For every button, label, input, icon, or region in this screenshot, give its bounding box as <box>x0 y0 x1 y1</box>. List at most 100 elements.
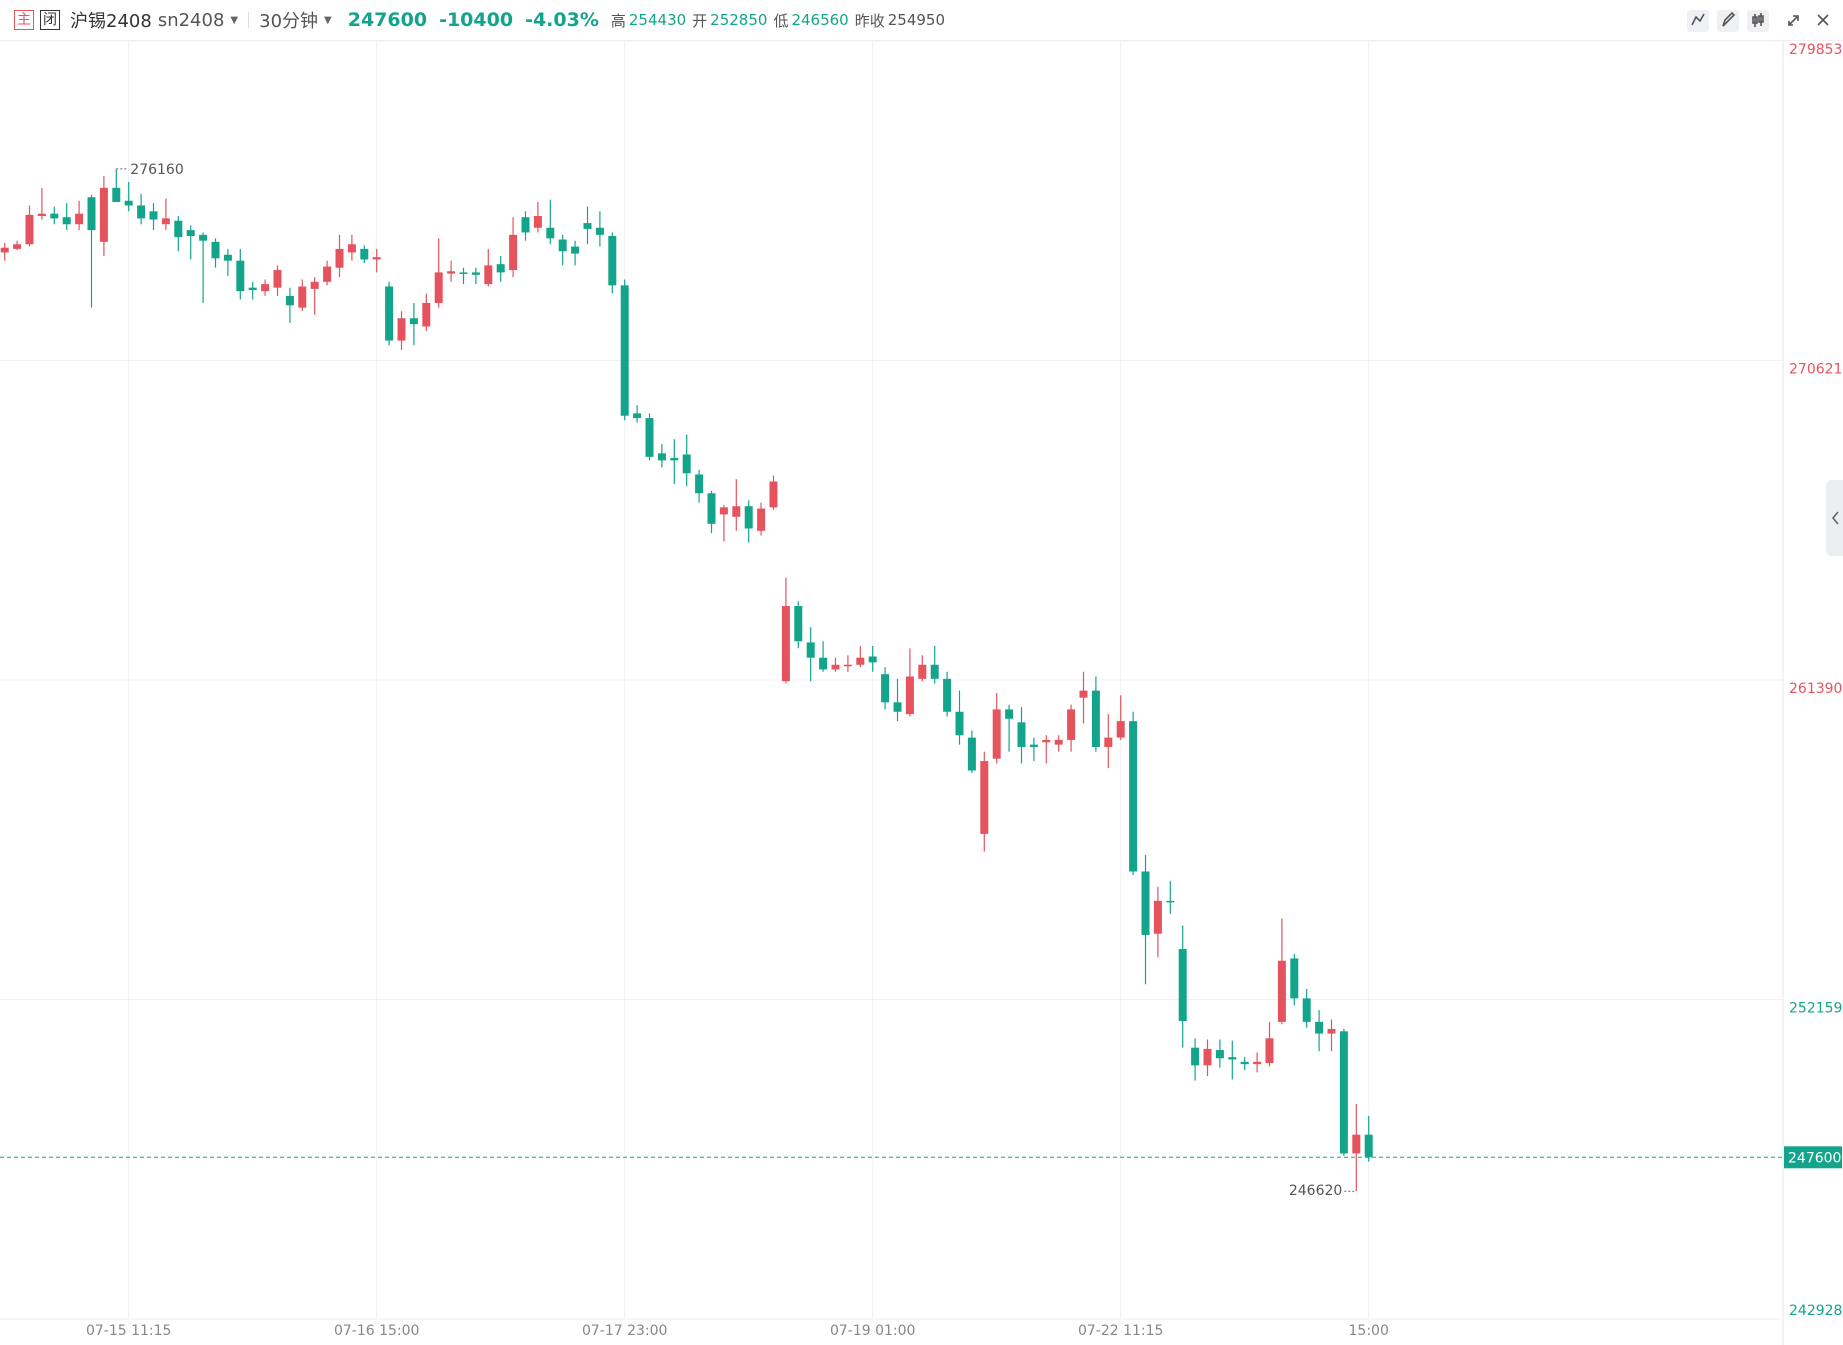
candle-body <box>13 244 22 249</box>
candle-body <box>732 506 741 517</box>
candle-body <box>943 678 952 712</box>
candle-body <box>471 272 480 275</box>
candle-body <box>695 474 704 494</box>
candle-body <box>223 254 232 261</box>
candle-body <box>236 260 245 292</box>
candle-body <box>372 257 381 260</box>
dropdown-caret[interactable]: ▼ <box>230 14 239 26</box>
x-tick-label: 07-19 01:00 <box>830 1323 915 1339</box>
candle-body <box>1352 1134 1361 1154</box>
high-label: 高 <box>610 11 626 30</box>
toolbar-icon <box>1752 13 1764 27</box>
candle-body <box>509 234 518 271</box>
collapse-tab[interactable] <box>1826 480 1843 556</box>
main-badge[interactable]: 主 <box>14 10 34 30</box>
change-pct: -4.03% <box>525 9 599 31</box>
candle-body <box>211 241 220 259</box>
candle-body <box>186 230 195 236</box>
candle-body <box>161 218 170 225</box>
candle-body <box>1302 998 1311 1022</box>
candle-body <box>0 247 9 253</box>
candle-body <box>248 287 257 291</box>
candle-body <box>385 286 394 341</box>
candle-body <box>595 227 604 235</box>
toolbar-button[interactable] <box>1717 10 1739 32</box>
candle-body <box>124 200 133 206</box>
candle-body <box>645 418 654 457</box>
candle-body <box>794 606 803 642</box>
y-tick-label: 270621 <box>1789 362 1842 378</box>
last-price: 247600 <box>347 9 428 31</box>
candle-body <box>459 272 468 274</box>
candle-body <box>719 507 728 515</box>
prev-close-label: 昨收 <box>854 11 885 30</box>
header: 主 闭 沪锡2408 sn2408 ▼ 30分钟 ▼ 247600 -10400… <box>0 0 1843 41</box>
toolbar-button[interactable] <box>1747 10 1769 32</box>
candle-body <box>25 214 34 245</box>
candle-body <box>62 217 71 225</box>
dropdown-caret[interactable]: ▼ <box>324 14 332 26</box>
candle-body <box>682 454 691 474</box>
candle-body <box>670 458 679 461</box>
candle-body <box>707 493 716 524</box>
y-tick-label: 242928 <box>1789 1303 1842 1319</box>
symbol-code[interactable]: sn2408 <box>157 9 225 31</box>
candle-body <box>310 281 319 289</box>
candle-body <box>1129 721 1138 872</box>
candle-body <box>757 508 766 531</box>
period[interactable]: 30分钟 <box>259 11 319 32</box>
candle-body <box>1290 958 1299 999</box>
candle-body <box>1315 1021 1324 1034</box>
candle-body <box>992 709 1001 759</box>
closed-badge: 闭 <box>40 10 60 30</box>
candle-body <box>918 664 927 679</box>
candle-body <box>1091 690 1100 747</box>
candle-body <box>1364 1134 1373 1158</box>
candle-body <box>174 220 183 238</box>
candle-body <box>1265 1038 1274 1063</box>
toolbar-icon <box>1722 11 1736 27</box>
change: -10400 <box>439 9 514 31</box>
candle-body <box>1277 960 1286 1022</box>
candle-body <box>980 761 989 834</box>
candle-body <box>335 248 344 268</box>
collapse-tab-bg <box>1826 480 1843 556</box>
candle-body <box>137 205 146 219</box>
x-tick-label: 07-16 15:00 <box>334 1323 419 1339</box>
candle-body <box>831 664 840 670</box>
candle-body <box>484 265 493 285</box>
candle-body <box>930 664 939 679</box>
low-value: 246560 <box>791 11 849 29</box>
candle-body <box>806 642 815 658</box>
toolbar-button[interactable] <box>1687 10 1709 32</box>
candle-body <box>1116 721 1125 738</box>
y-tick-label: 261390 <box>1789 681 1842 697</box>
candle-body <box>496 264 505 273</box>
candle-body <box>533 216 542 228</box>
candle-body <box>868 656 877 663</box>
toolbar-icon <box>1817 14 1829 26</box>
candle-body <box>261 284 270 292</box>
max-label: 276160 <box>130 162 183 178</box>
candle-body <box>781 606 790 682</box>
toolbar-button[interactable] <box>1812 10 1834 32</box>
last-price-label: 247600 <box>1788 1150 1841 1166</box>
candle-body <box>1017 722 1026 747</box>
candle-body <box>1042 739 1051 743</box>
candle-body <box>1253 1061 1262 1065</box>
toolbar-icon <box>1788 15 1799 26</box>
candle-body <box>843 664 852 667</box>
candle-body <box>298 286 307 308</box>
toolbar-button[interactable] <box>1782 10 1804 32</box>
candle-body <box>955 711 964 736</box>
candle-body <box>1079 690 1088 698</box>
y-tick-label: 279853 <box>1789 42 1842 58</box>
candle-body <box>1327 1028 1336 1034</box>
x-tick-label: 07-17 23:00 <box>582 1323 667 1339</box>
candle-body <box>744 506 753 529</box>
candle-body <box>422 302 431 327</box>
high-value: 254430 <box>628 11 687 29</box>
candle-body <box>1240 1061 1249 1065</box>
x-tick-label: 15:00 <box>1349 1323 1389 1339</box>
candle-body <box>608 235 617 286</box>
